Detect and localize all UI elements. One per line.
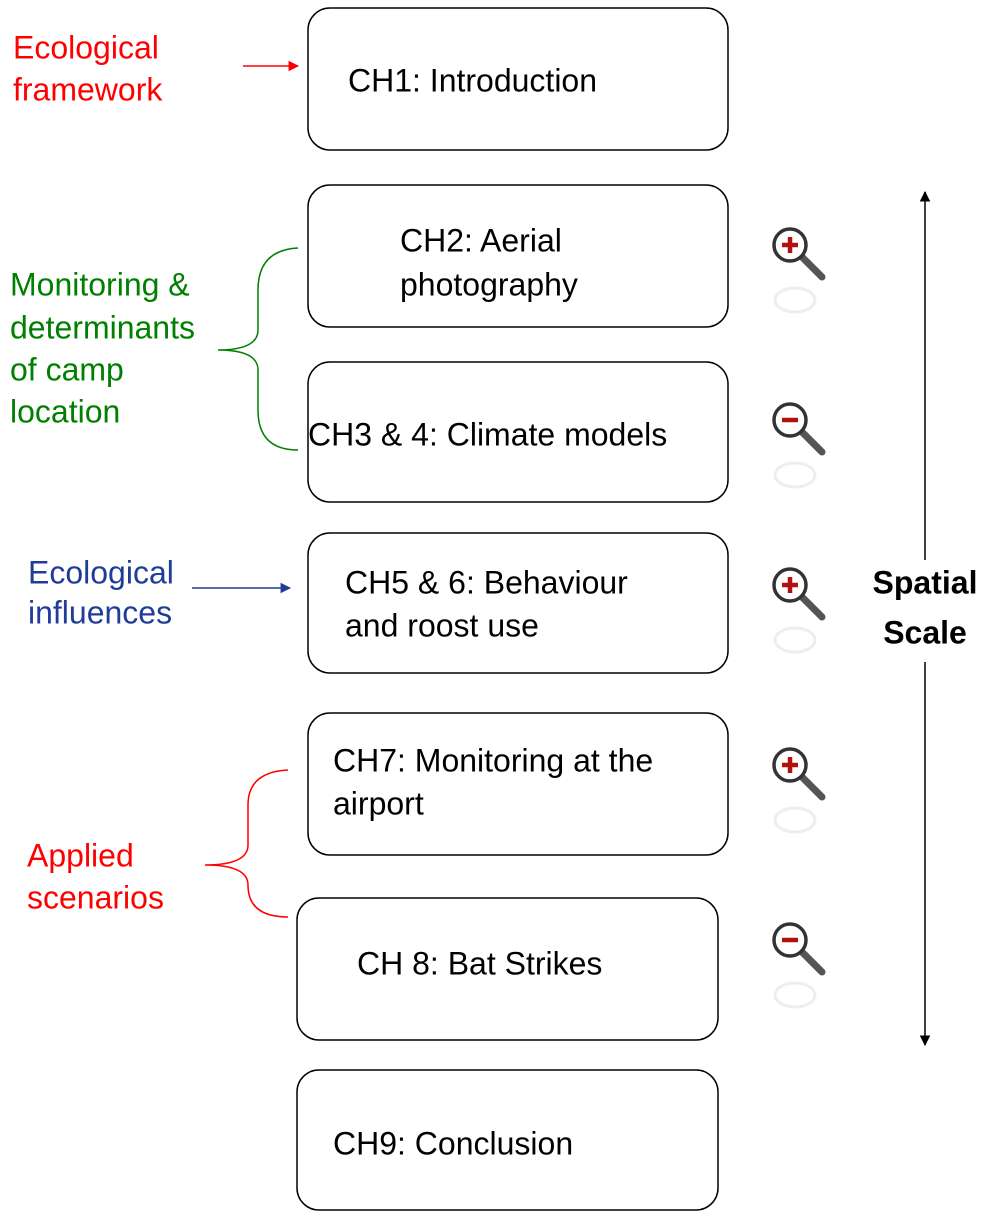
annotation-label: location — [10, 393, 120, 429]
chapter-label: CH3 & 4: Climate models — [308, 416, 667, 452]
bracket — [217, 247, 299, 451]
icon-reflection — [773, 626, 817, 654]
chapter-label: photography — [400, 266, 578, 302]
axis-label: Spatial — [873, 564, 978, 600]
bracket — [204, 769, 289, 918]
chapter-label: airport — [333, 785, 424, 821]
chapter-label: and roost use — [345, 607, 539, 643]
icon-handle — [798, 593, 826, 621]
chapter-box — [307, 532, 729, 674]
annotation-label: of camp — [10, 351, 124, 387]
chapter-label: CH5 & 6: Behaviour — [345, 564, 628, 600]
annotation-label: scenarios — [27, 879, 164, 915]
chapter-label: CH 8: Bat Strikes — [357, 945, 602, 981]
icon-reflection — [773, 981, 817, 1009]
chapter-box — [296, 897, 719, 1041]
icon-handle — [798, 428, 826, 456]
icon-reflection — [773, 461, 817, 489]
chapter-box — [307, 712, 729, 856]
icon-reflection — [773, 286, 817, 314]
zoom-out-icon — [772, 922, 826, 1009]
annotation-label: Ecological — [13, 29, 159, 65]
annotation-label: Ecological — [28, 554, 174, 590]
chapter-box — [307, 184, 729, 328]
chapter-label: CH2: Aerial — [400, 222, 562, 258]
chapter-box — [307, 7, 729, 151]
icon-handle — [798, 773, 826, 801]
chapter-label: CH7: Monitoring at the — [333, 742, 653, 778]
chapter-box — [307, 361, 729, 503]
icon-reflection — [773, 806, 817, 834]
annotation-label: framework — [13, 71, 163, 107]
icon-handle — [798, 948, 826, 976]
annotation-label: determinants — [10, 309, 195, 345]
annotation-label: Monitoring & — [10, 266, 190, 302]
zoom-in-icon — [772, 567, 826, 654]
chapter-label: CH9: Conclusion — [333, 1125, 573, 1161]
chapter-box — [296, 1069, 719, 1211]
icon-handle — [798, 253, 826, 281]
axis-label: Scale — [883, 614, 967, 650]
chapter-label: CH1: Introduction — [348, 62, 597, 98]
zoom-in-icon — [772, 747, 826, 834]
zoom-in-icon — [772, 227, 826, 314]
annotation-label: Applied — [27, 837, 134, 873]
zoom-out-icon — [772, 402, 826, 489]
annotation-label: influences — [28, 594, 172, 630]
